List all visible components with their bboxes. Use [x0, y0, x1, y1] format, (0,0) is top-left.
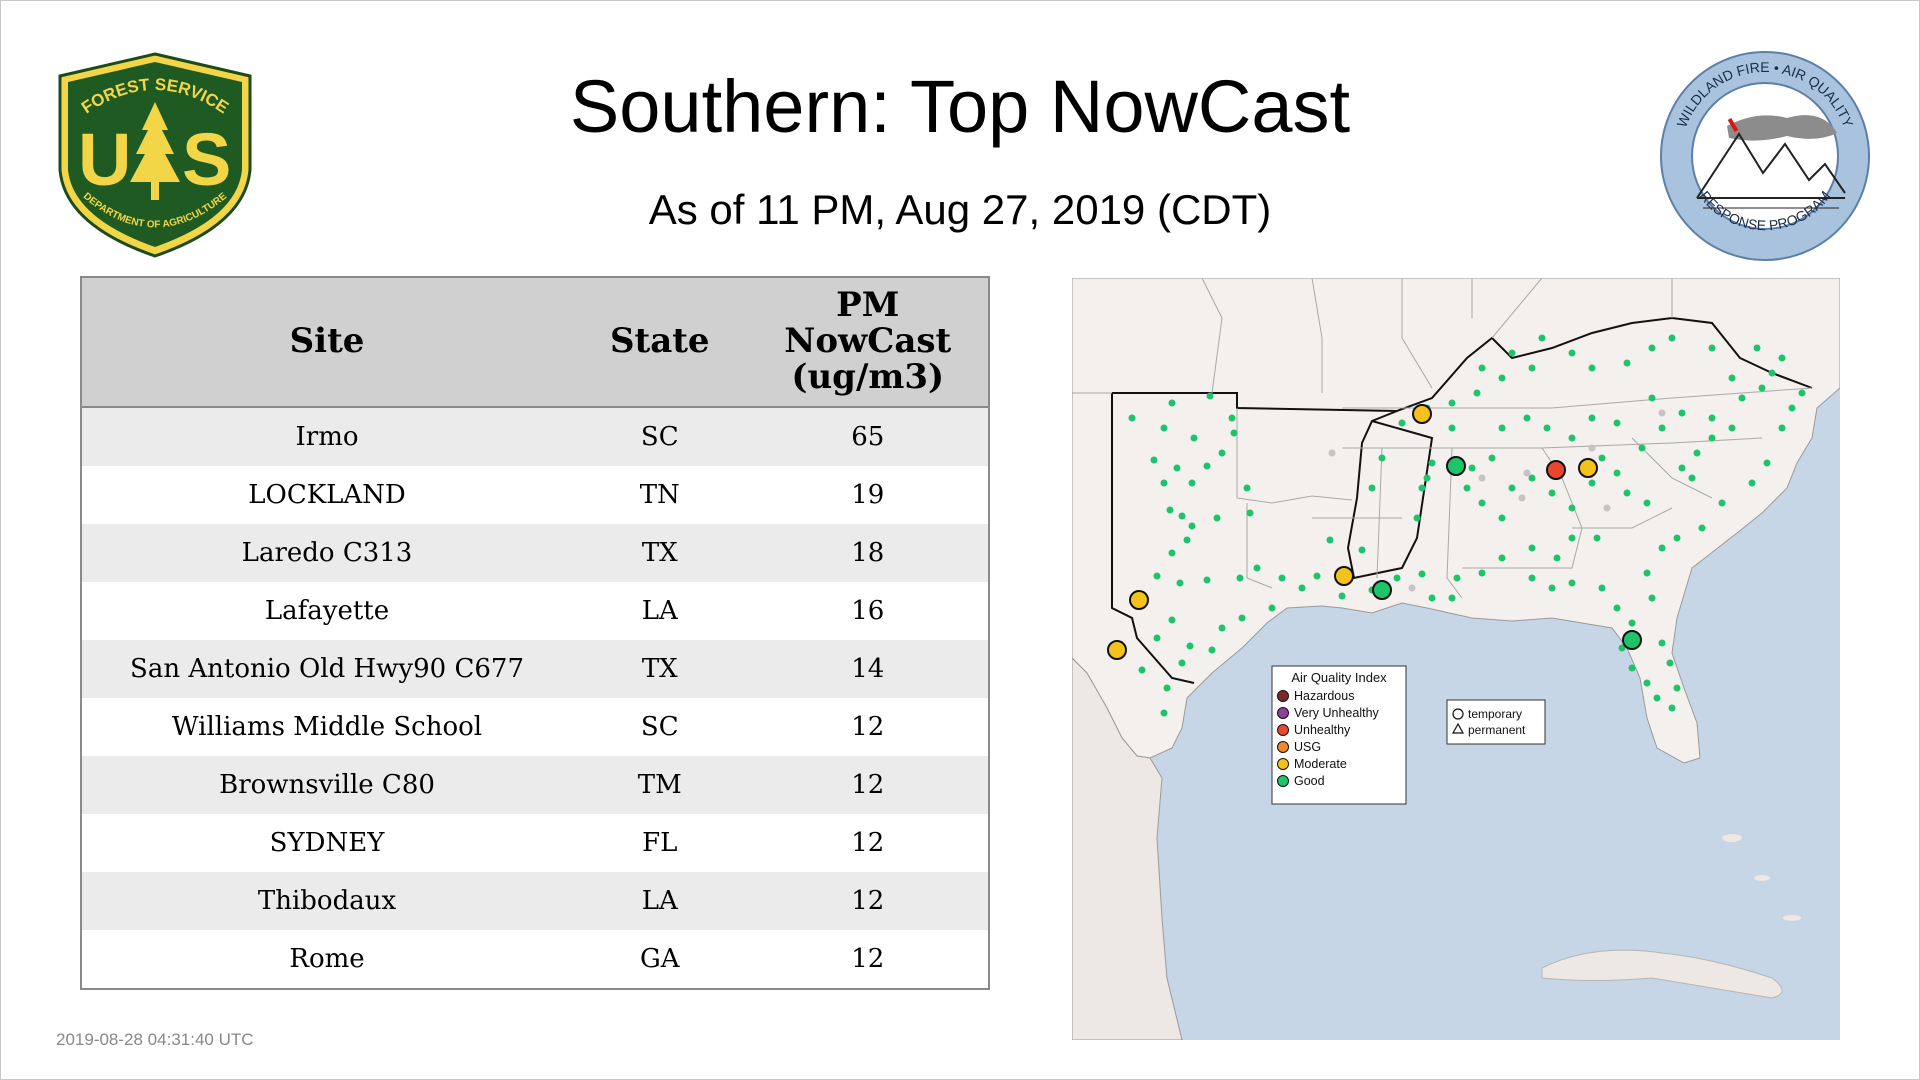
- cell-state: LA: [572, 872, 748, 930]
- cell-state: TM: [572, 756, 748, 814]
- legend-swatch: [1277, 741, 1289, 753]
- table-row: Laredo C313 TX 18: [81, 524, 989, 582]
- map-nodata-sites: [1328, 409, 1666, 592]
- map-top-sites: [1107, 404, 1642, 660]
- site-marker-good: [1622, 630, 1642, 650]
- forest-service-logo: FOREST SERVICE U S DEPARTMENT OF AGRICUL…: [58, 52, 252, 258]
- legend-swatch: [1277, 775, 1289, 787]
- cell-value: 12: [747, 930, 989, 989]
- site-marker-moderate: [1129, 590, 1149, 610]
- legend-label: Good: [1294, 774, 1325, 788]
- cell-site: Laredo C313: [81, 524, 573, 582]
- cell-value: 18: [747, 524, 989, 582]
- triangle-icon: [1451, 722, 1465, 734]
- header-pm-nowcast: PM NowCast (ug/m3): [747, 277, 989, 408]
- cell-site: Williams Middle School: [81, 698, 573, 756]
- legend-swatch: [1277, 724, 1289, 736]
- cell-value: 12: [747, 756, 989, 814]
- table-row: LOCKLAND TN 19: [81, 466, 989, 524]
- table-row: SYDNEY FL 12: [81, 814, 989, 872]
- air-quality-map: Air Quality Index Hazardous Very Unhealth…: [1072, 278, 1840, 1040]
- map-shape-legend: temporary permanent: [1446, 699, 1546, 745]
- wildland-fire-aq-logo: WILDLAND FIRE • AIR QUALITY RESPONSE PRO…: [1660, 51, 1870, 261]
- cell-value: 65: [747, 407, 989, 466]
- cell-state: TX: [572, 640, 748, 698]
- page-subtitle: As of 11 PM, Aug 27, 2019 (CDT): [648, 186, 1272, 233]
- site-marker-moderate: [1107, 640, 1127, 660]
- table-row: Brownsville C80 TM 12: [81, 756, 989, 814]
- legend-label: Moderate: [1294, 757, 1347, 771]
- cell-site: Irmo: [81, 407, 573, 466]
- cell-state: GA: [572, 930, 748, 989]
- cell-state: SC: [572, 698, 748, 756]
- header-pm-line3: (ug/m3): [791, 356, 945, 397]
- timestamp: 2019-08-28 04:31:40 UTC: [56, 1030, 254, 1049]
- map-land-cuba: [1541, 949, 1783, 999]
- table-row: Rome GA 12: [81, 930, 989, 989]
- legend-label: Very Unhealthy: [1294, 706, 1380, 720]
- legend-swatch: [1277, 707, 1289, 719]
- cell-value: 16: [747, 582, 989, 640]
- cell-site: LOCKLAND: [81, 466, 573, 524]
- nowcast-table: Site State PM NowCast (ug/m3) Irmo SC 65 L…: [80, 276, 990, 990]
- legend-label: Unhealthy: [1294, 723, 1351, 737]
- cell-site: Thibodaux: [81, 872, 573, 930]
- cell-value: 12: [747, 814, 989, 872]
- cell-state: LA: [572, 582, 748, 640]
- legend-label: Hazardous: [1294, 689, 1354, 703]
- legend-title: Air Quality Index: [1291, 670, 1387, 685]
- cell-value: 12: [747, 872, 989, 930]
- table-row: San Antonio Old Hwy90 C677 TX 14: [81, 640, 989, 698]
- legend-swatch: [1277, 690, 1289, 702]
- map-good-sites: [1128, 334, 1806, 717]
- table-row: Irmo SC 65: [81, 407, 989, 466]
- site-marker-moderate: [1412, 404, 1432, 424]
- cell-state: TX: [572, 524, 748, 582]
- site-marker-good: [1446, 456, 1466, 476]
- header-pm-line2: NowCast: [784, 321, 952, 362]
- cell-site: San Antonio Old Hwy90 C677: [81, 640, 573, 698]
- svg-text:S: S: [182, 118, 231, 201]
- cell-site: Rome: [81, 930, 573, 989]
- cell-state: TN: [572, 466, 748, 524]
- cell-value: 12: [747, 698, 989, 756]
- table-row: Thibodaux LA 12: [81, 872, 989, 930]
- cell-site: Brownsville C80: [81, 756, 573, 814]
- map-land-mexico: [1072, 657, 1183, 1040]
- site-marker-moderate: [1578, 458, 1598, 478]
- map-aqi-legend: Air Quality Index Hazardous Very Unhealth…: [1271, 665, 1407, 805]
- cell-site: Lafayette: [81, 582, 573, 640]
- cell-state: SC: [572, 407, 748, 466]
- legend-swatch: [1277, 758, 1289, 770]
- header-site: Site: [81, 277, 573, 408]
- cell-value: 14: [747, 640, 989, 698]
- page-title: Southern: Top NowCast: [569, 65, 1351, 148]
- header-state: State: [572, 277, 748, 408]
- map-land-us: [1072, 278, 1840, 764]
- legend-permanent: permanent: [1468, 723, 1526, 737]
- header-pm-line1: PM: [836, 285, 900, 326]
- pine-tree-icon: [130, 102, 180, 200]
- svg-text:U: U: [78, 118, 131, 201]
- circle-icon: [1452, 708, 1464, 720]
- table-row: Lafayette LA 16: [81, 582, 989, 640]
- legend-temporary: temporary: [1468, 707, 1522, 721]
- cell-state: FL: [572, 814, 748, 872]
- table-header-row: Site State PM NowCast (ug/m3): [81, 277, 989, 408]
- table-row: Williams Middle School SC 12: [81, 698, 989, 756]
- site-marker-moderate: [1334, 566, 1354, 586]
- site-marker-good: [1372, 580, 1392, 600]
- cell-site: SYDNEY: [81, 814, 573, 872]
- map-land-bahamas: [1722, 834, 1801, 921]
- cell-value: 19: [747, 466, 989, 524]
- site-marker-irmo: [1546, 460, 1566, 480]
- legend-label: USG: [1294, 740, 1321, 754]
